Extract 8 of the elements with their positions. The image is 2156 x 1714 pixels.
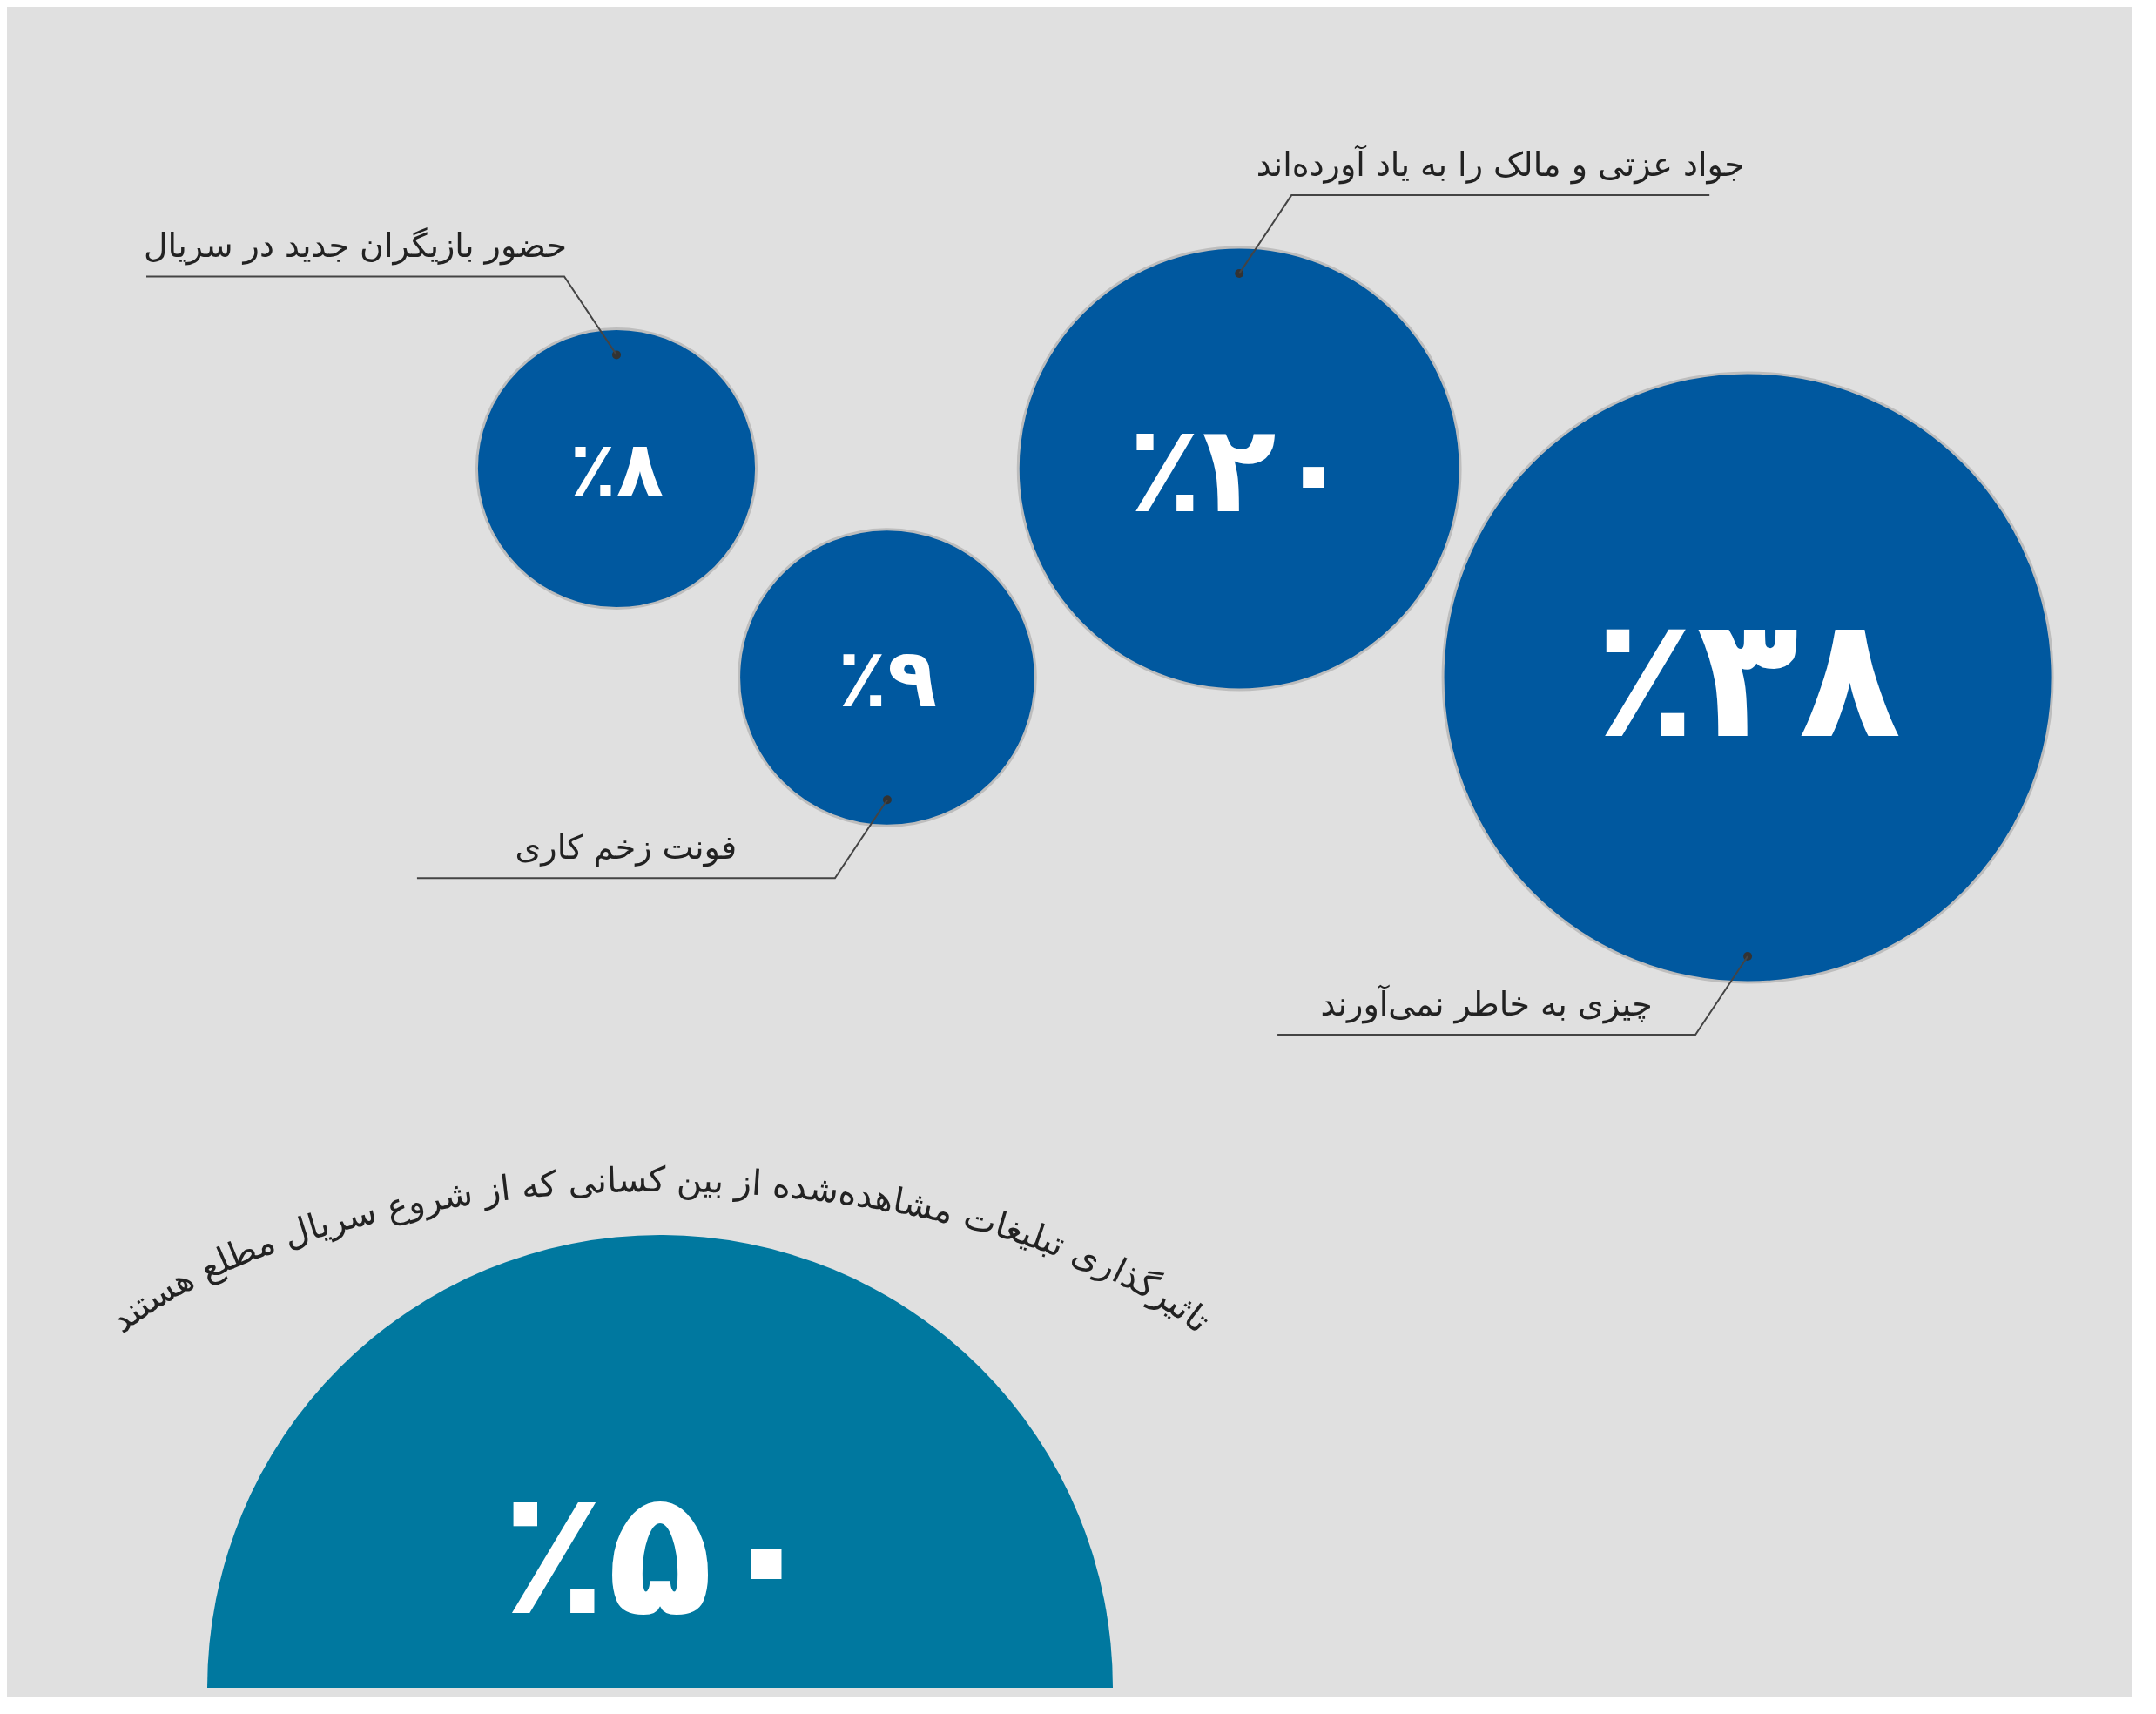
data-label: ٪۸	[569, 423, 664, 514]
category-label: جواد عزتی و مالک را به یاد آورده‌اند	[1256, 145, 1745, 186]
data-label: ٪۹	[837, 630, 938, 725]
text: تاثیرگذاری تبلیغات مشاهده‌شده از بین کسانی که از شروع سریال مطلع هستند	[102, 1158, 1218, 1341]
data-label: ٪۲۰	[1128, 397, 1351, 540]
data-label: ٪۳۸	[1593, 580, 1902, 776]
category-label: حضور بازیگران جدید در سریال	[143, 226, 568, 267]
data-label: ٪۵۰	[500, 1451, 820, 1654]
